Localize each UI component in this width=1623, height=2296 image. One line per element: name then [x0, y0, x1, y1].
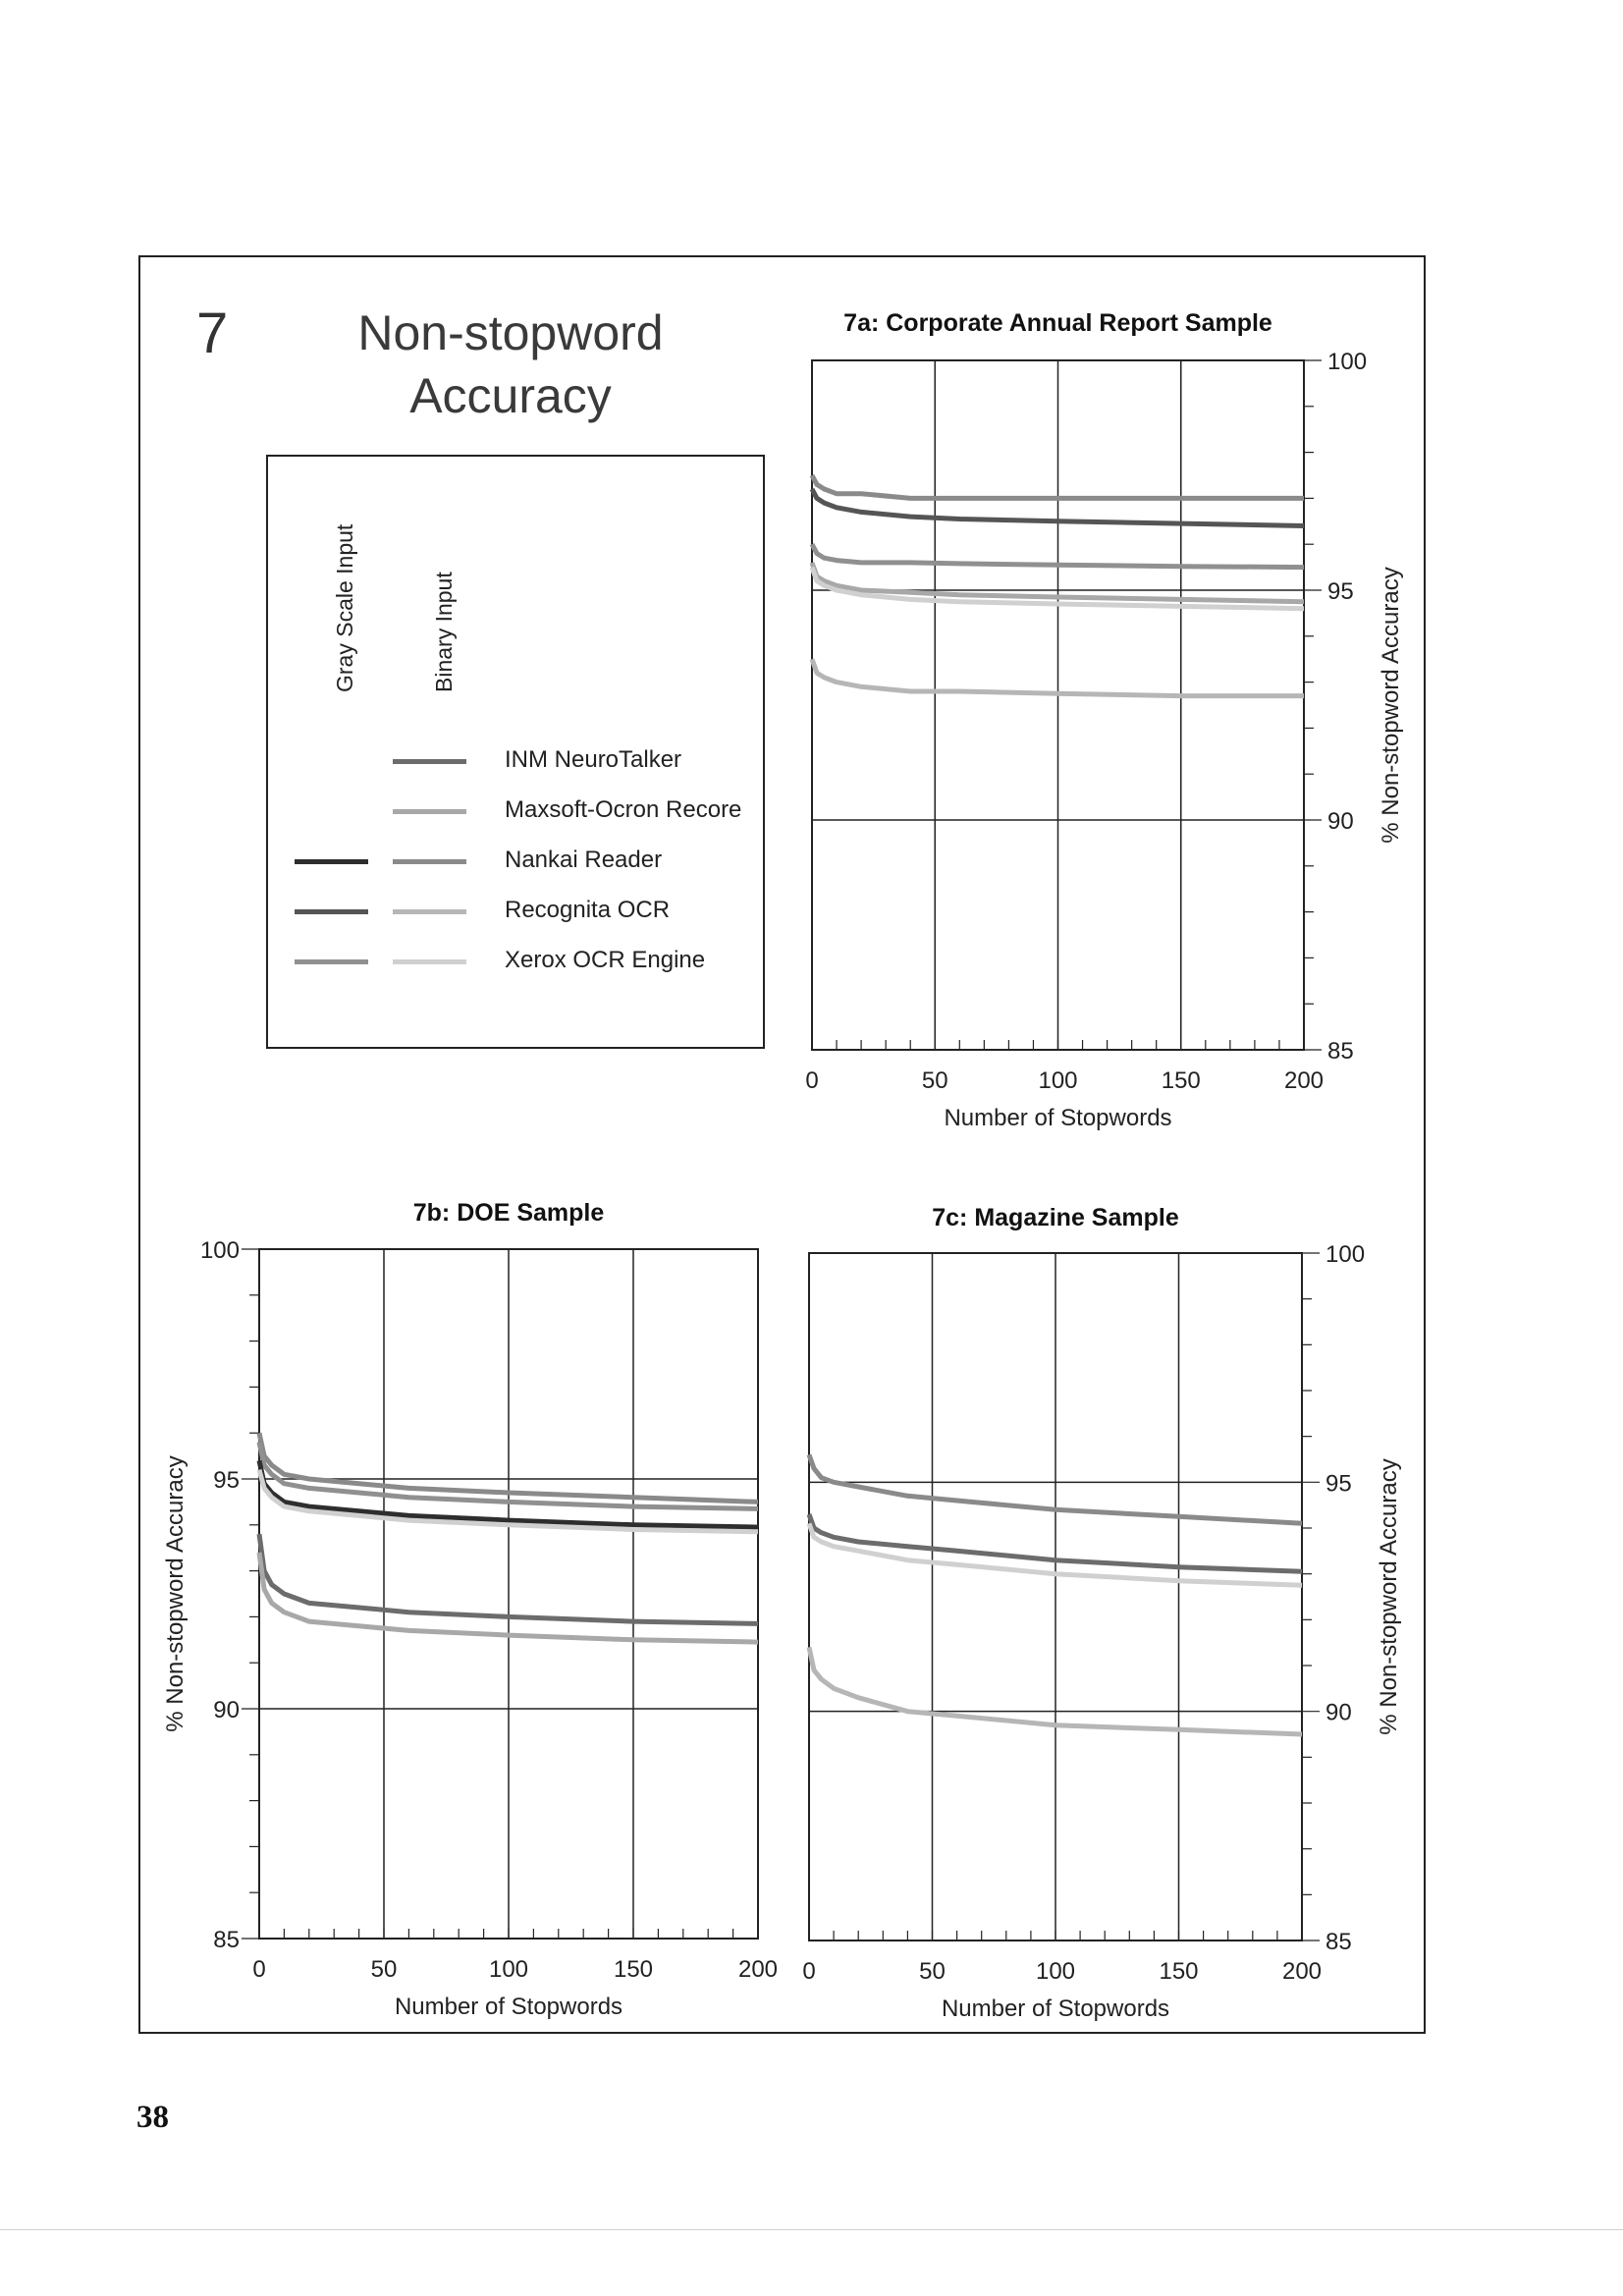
- x-tick-label: 200: [1282, 1958, 1322, 1985]
- bottom-rule: [0, 2229, 1623, 2230]
- x-tick-label: 50: [371, 1956, 398, 1983]
- x-tick-label: 0: [802, 1958, 815, 1985]
- x-tick-label: 0: [805, 1067, 818, 1094]
- legend-swatch-gray: [295, 959, 368, 964]
- x-tick-label: 200: [1284, 1067, 1324, 1094]
- series-line-1: [809, 487, 1305, 528]
- chart-title: 7b: DOE Sample: [413, 1199, 605, 1227]
- x-tick-label: 200: [738, 1956, 778, 1983]
- x-tick-label: 100: [489, 1956, 528, 1983]
- legend-swatch-gray: [295, 859, 368, 864]
- x-tick-label: 150: [614, 1956, 653, 1983]
- y-tick-label: 85: [1325, 1929, 1352, 1955]
- legend-swatch-binary: [393, 959, 466, 964]
- series-line-3: [256, 1468, 759, 1535]
- page-number: 38: [136, 2100, 169, 2135]
- legend-swatch-binary: [393, 759, 466, 764]
- series-line-1: [256, 1442, 759, 1511]
- page-title-line1: Non-stopword: [357, 305, 664, 360]
- y-tick-label: 95: [213, 1467, 240, 1494]
- x-axis-label: Number of Stopwords: [942, 1995, 1169, 2022]
- legend-swatch-binary: [393, 809, 466, 814]
- y-tick-label: 90: [1325, 1700, 1352, 1726]
- y-tick-label: 95: [1327, 578, 1354, 605]
- legend-label: Nankai Reader: [505, 847, 663, 873]
- y-tick-label: 90: [1327, 808, 1354, 835]
- chart-7b: 7b: DOE Sample 0 50 100 150 200 Number of Stop…: [162, 1199, 778, 2020]
- series-line-0: [256, 1432, 759, 1504]
- series-line-4: [256, 1533, 759, 1626]
- y-tick-label: 90: [213, 1697, 240, 1723]
- y-tick-label: 100: [1327, 349, 1367, 375]
- series-line-3: [806, 1646, 1303, 1737]
- series-line-4: [809, 566, 1305, 612]
- x-tick-label: 100: [1038, 1067, 1077, 1094]
- series-line-0: [809, 473, 1304, 501]
- x-tick-label: 150: [1159, 1958, 1198, 1985]
- y-axis-label: % Non-stopword Accuracy: [162, 1455, 189, 1731]
- series-line-1: [806, 1513, 1303, 1574]
- x-tick-label: 50: [922, 1067, 948, 1094]
- chart-title: 7a: Corporate Annual Report Sample: [843, 309, 1272, 337]
- legend-label: Xerox OCR Engine: [505, 947, 706, 973]
- figure-frame: [138, 255, 1426, 2034]
- y-tick-label: 95: [1325, 1470, 1352, 1497]
- chart-title: 7c: Magazine Sample: [932, 1204, 1179, 1231]
- x-axis-label: Number of Stopwords: [395, 1994, 622, 2020]
- series-line-5: [256, 1552, 759, 1645]
- series-line-0: [806, 1453, 1303, 1526]
- x-axis-label: Number of Stopwords: [944, 1105, 1171, 1131]
- series-line-2: [256, 1459, 759, 1530]
- legend-label: INM NeuroTalker: [505, 746, 682, 773]
- series-line-5: [809, 658, 1304, 699]
- y-tick-label: 85: [213, 1927, 240, 1953]
- page-title-line2: Accuracy: [409, 368, 612, 423]
- chart-7a: 7a: Corporate Annual Report Sample 0 50 100…: [805, 309, 1404, 1131]
- y-tick-label: 100: [200, 1237, 240, 1264]
- x-tick-label: 150: [1162, 1067, 1201, 1094]
- y-tick-label: 100: [1325, 1241, 1365, 1268]
- section-number: 7: [196, 301, 229, 365]
- legend-swatch-binary: [393, 909, 466, 914]
- y-axis-label: % Non-stopword Accuracy: [1376, 1458, 1402, 1734]
- legend-swatch-gray: [295, 909, 368, 914]
- y-axis-label: % Non-stopword Accuracy: [1378, 567, 1404, 843]
- x-tick-label: 0: [252, 1956, 265, 1983]
- y-tick-label: 85: [1327, 1038, 1354, 1065]
- series-line-2: [806, 1522, 1303, 1588]
- chart-7c: 7c: Magazine Sample 0 50 100 150 200 Number of…: [802, 1204, 1402, 2022]
- series-line-2: [809, 543, 1305, 571]
- series-line-3: [809, 562, 1305, 605]
- legend-swatch-binary: [393, 859, 466, 864]
- legend-label: Recognita OCR: [505, 897, 671, 923]
- legend: Gray Scale Input Binary Input INM NeuroT…: [266, 455, 765, 1049]
- x-tick-label: 50: [919, 1958, 946, 1985]
- legend-label: Maxsoft-Ocron Recore: [505, 796, 742, 823]
- x-tick-label: 100: [1036, 1958, 1075, 1985]
